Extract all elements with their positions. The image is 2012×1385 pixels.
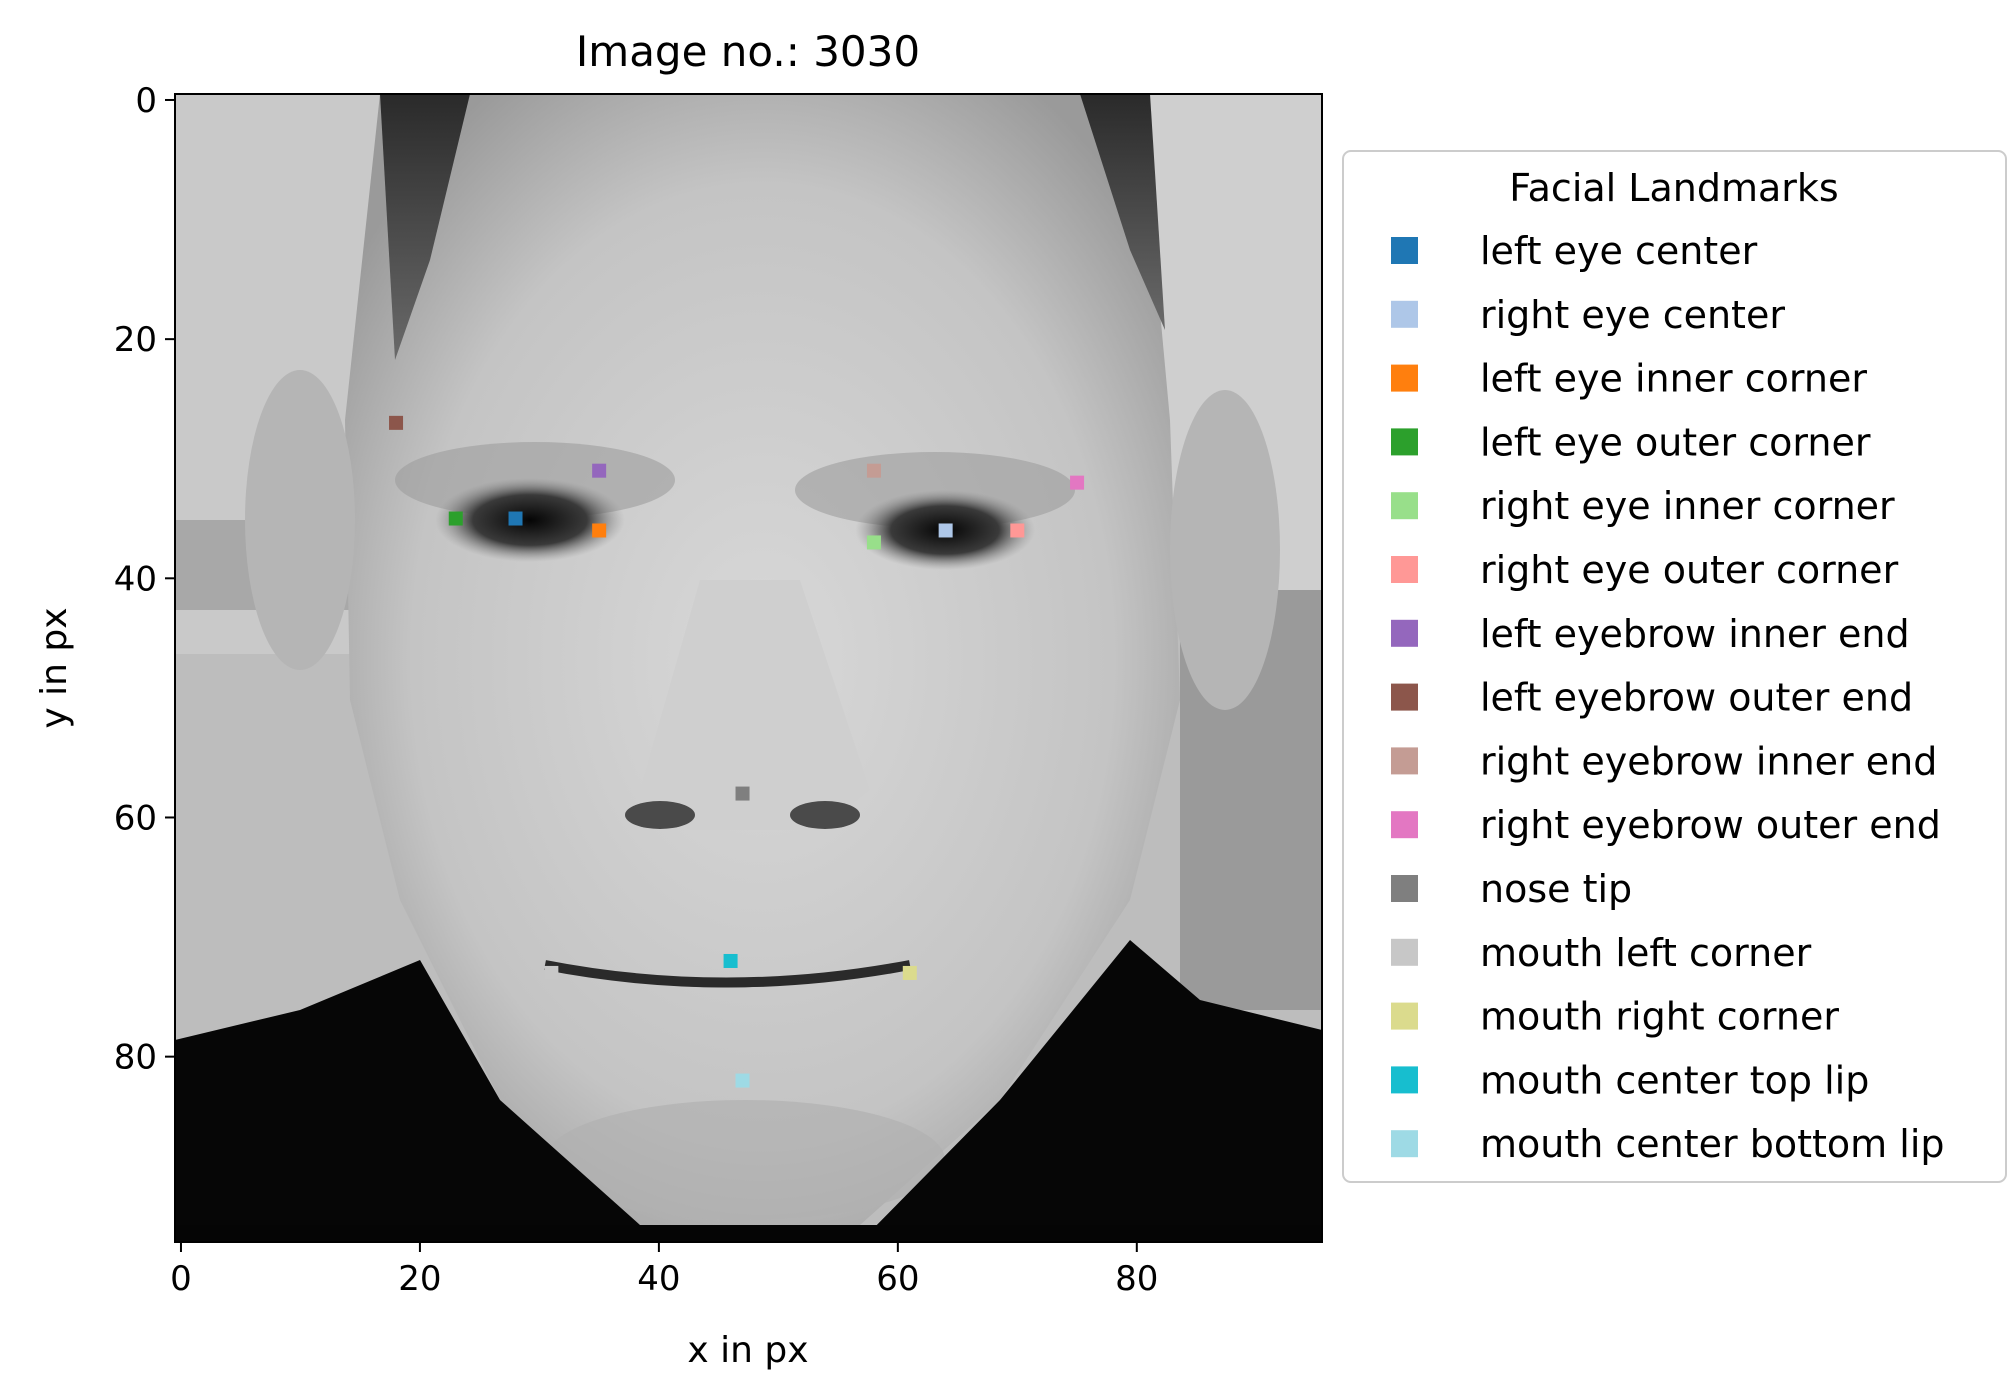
y-axis: 0 20 40 60 80 <box>114 81 175 1078</box>
x-axis: 0 20 40 60 80 <box>170 1242 1158 1299</box>
legend-label: left eyebrow outer end <box>1480 676 1913 720</box>
legend: Facial Landmarks left eye center right ey… <box>1342 150 2007 1183</box>
x-tick-label: 80 <box>1115 1259 1158 1299</box>
legend-marker <box>1391 556 1418 583</box>
legend-marker <box>1391 1002 1418 1030</box>
x-tick-label: 20 <box>398 1259 441 1299</box>
landmark-points <box>389 415 1085 1088</box>
y-tick-label: 0 <box>135 81 157 121</box>
legend-label: right eye center <box>1480 293 1785 337</box>
y-tick-label: 80 <box>114 1038 157 1078</box>
legend-label: right eye outer corner <box>1480 548 1899 592</box>
legend-label: nose tip <box>1480 867 1632 911</box>
legend-marker <box>1391 428 1418 456</box>
landmark-point <box>508 511 523 526</box>
legend-label: mouth right corner <box>1480 995 1839 1039</box>
legend-marker <box>1391 300 1418 328</box>
legend-label: left eye outer corner <box>1480 420 1871 464</box>
legend-marker <box>1391 1066 1418 1094</box>
legend-marker <box>1391 492 1418 520</box>
legend-box <box>1342 150 2007 1183</box>
x-tick-label: 60 <box>876 1259 919 1299</box>
legend-label: left eye center <box>1480 229 1758 273</box>
legend-label: mouth left corner <box>1480 931 1812 975</box>
legend-marker <box>1391 619 1418 647</box>
landmark-point <box>866 463 881 478</box>
landmark-point <box>1010 523 1025 538</box>
landmark-point <box>544 965 559 980</box>
legend-marker <box>1391 875 1418 902</box>
landmark-point <box>735 1073 750 1088</box>
legend-marker <box>1391 364 1418 392</box>
landmark-point <box>723 953 738 968</box>
landmark-point <box>592 523 607 538</box>
landmark-point <box>938 523 953 538</box>
legend-label: left eyebrow inner end <box>1480 612 1910 656</box>
legend-label: mouth center top lip <box>1480 1058 1869 1102</box>
legend-label: right eye inner corner <box>1480 484 1895 528</box>
landmark-point <box>592 463 607 478</box>
y-axis-label: y in px <box>34 607 75 728</box>
legend-label: mouth center bottom lip <box>1480 1122 1945 1166</box>
y-tick-label: 60 <box>114 798 157 838</box>
face-photo-image <box>175 94 1322 1242</box>
x-tick-label: 0 <box>170 1259 192 1299</box>
legend-title: Facial Landmarks <box>1509 166 1838 210</box>
legend-marker <box>1391 811 1418 839</box>
legend-marker <box>1391 1130 1418 1158</box>
plot-area-frame <box>174 93 1323 1243</box>
legend-label: right eyebrow inner end <box>1480 739 1937 783</box>
legend-marker <box>1391 237 1418 264</box>
landmark-point <box>735 786 750 801</box>
x-tick-label: 40 <box>637 1259 680 1299</box>
legend-marker <box>1391 683 1418 711</box>
legend-marker <box>1391 938 1418 966</box>
landmark-point <box>448 511 463 526</box>
legend-label: left eye inner corner <box>1480 357 1867 401</box>
landmark-point <box>389 415 404 430</box>
legend-label: right eyebrow outer end <box>1480 803 1941 847</box>
chart-title: Image no.: 3030 <box>576 27 920 76</box>
landmark-point <box>1070 475 1085 490</box>
landmark-point <box>902 965 917 980</box>
y-tick-label: 40 <box>114 559 157 599</box>
x-axis-label: x in px <box>687 1330 808 1371</box>
landmark-point <box>866 535 881 550</box>
legend-marker <box>1391 747 1418 775</box>
y-tick-label: 20 <box>114 320 157 360</box>
